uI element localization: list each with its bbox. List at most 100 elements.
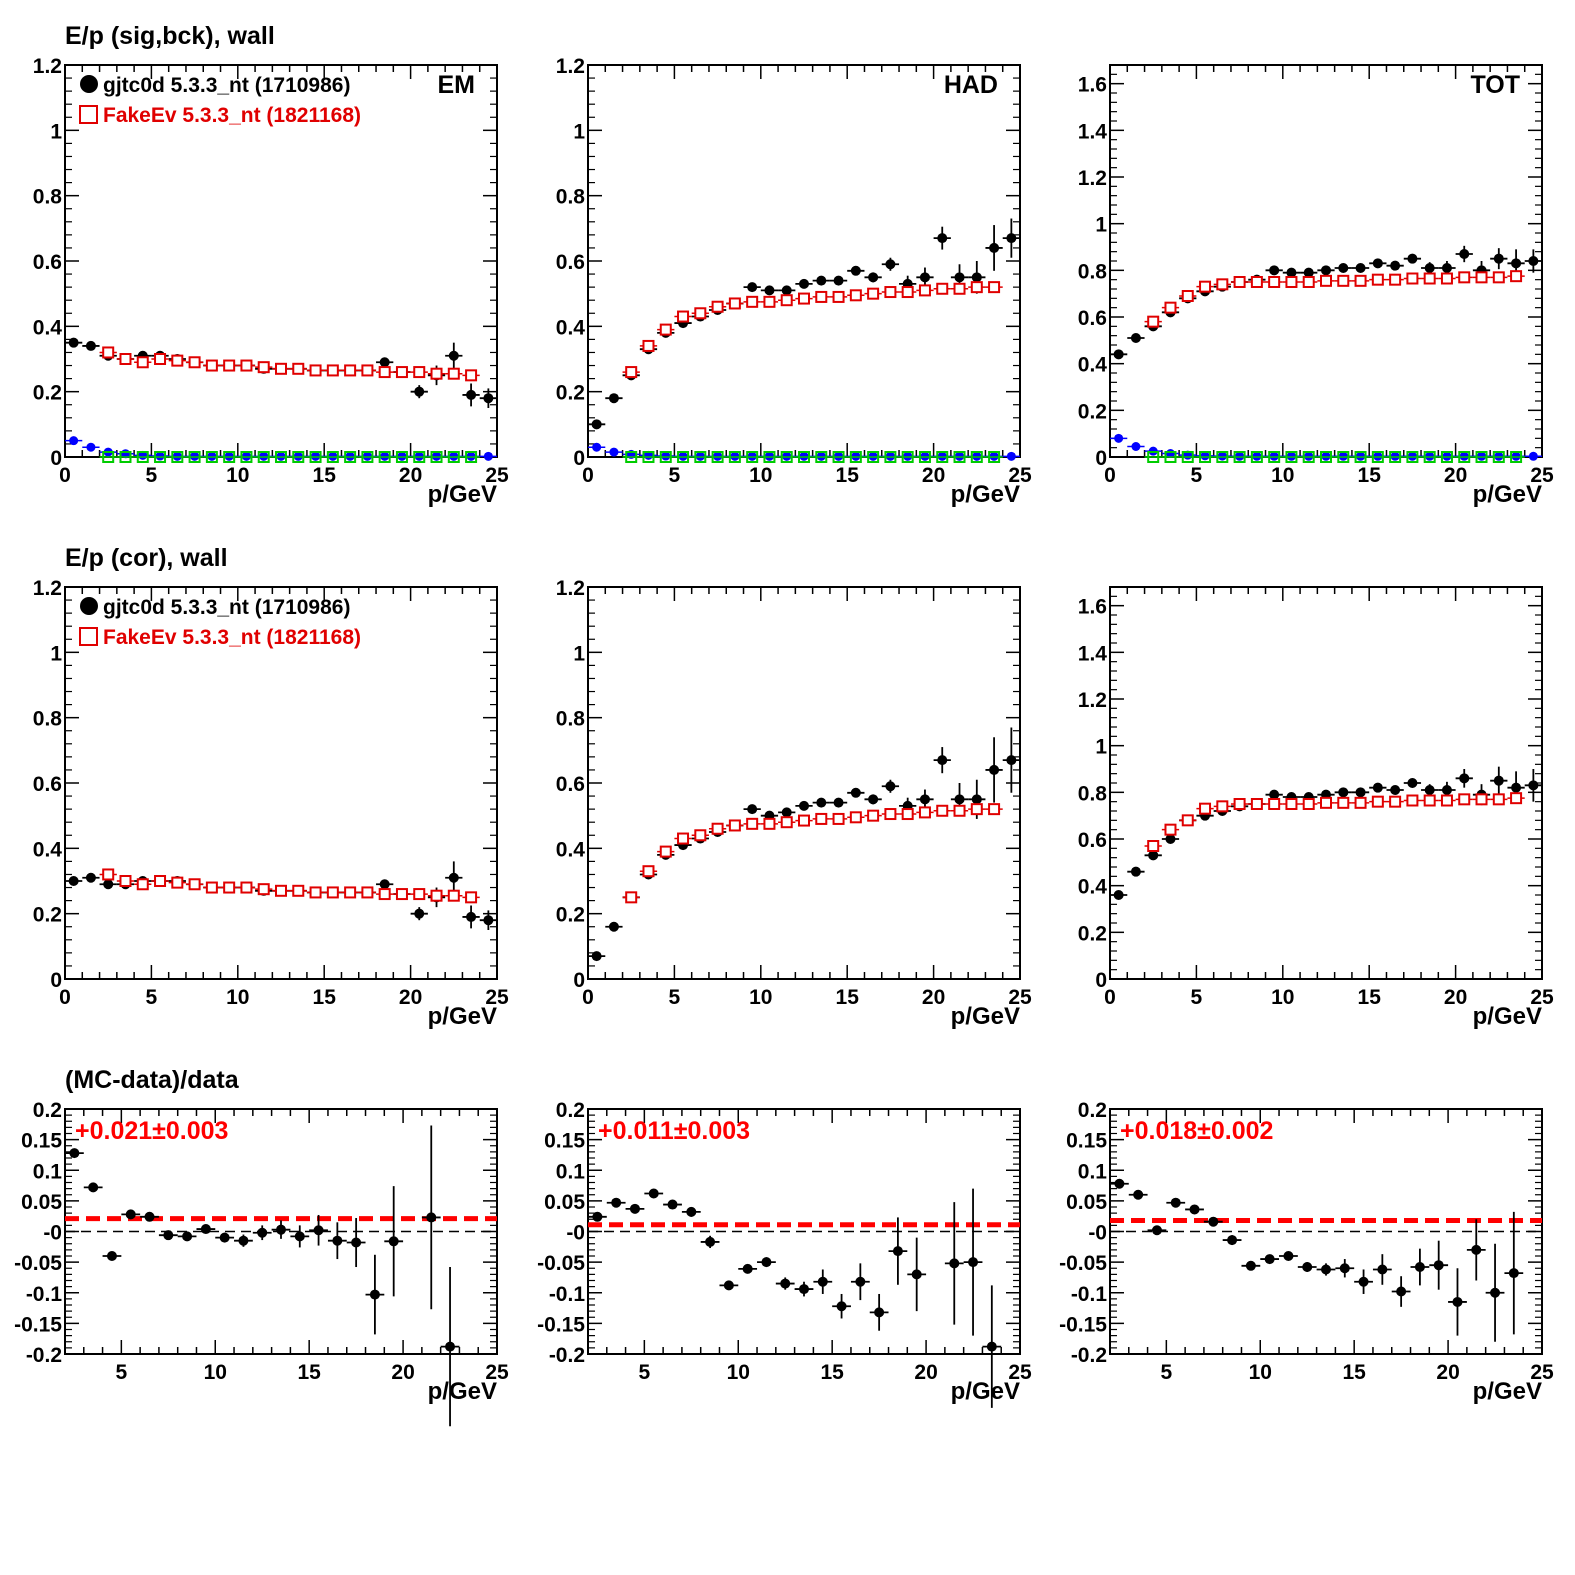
x-tick-label: 10 <box>1271 464 1294 487</box>
y-tick-label: 0.05 <box>544 1191 585 1214</box>
mc-point <box>1302 276 1315 288</box>
y-tick-label: -0 <box>1088 1222 1107 1245</box>
y-tick-label: 0 <box>573 447 585 470</box>
y-tick-label: 0.2 <box>1078 400 1107 423</box>
mc-point <box>746 817 759 830</box>
data-point <box>1283 1251 1294 1261</box>
mc-point <box>240 881 253 894</box>
bkg-mc-point <box>223 451 236 463</box>
y-tick-label: -0.1 <box>549 1283 586 1306</box>
y-tick-label: 0.4 <box>556 316 586 339</box>
x-tick-label: 0 <box>1104 986 1116 1009</box>
data-point <box>1441 263 1452 273</box>
mc-point <box>1216 800 1229 813</box>
data-point <box>1151 1225 1162 1236</box>
data-point <box>1459 249 1470 259</box>
data-point <box>874 1307 885 1318</box>
panel-label: TOT <box>1470 71 1520 99</box>
row-title-sigbck: E/p (sig,bck), wall <box>65 22 275 50</box>
mc-point <box>849 811 862 824</box>
data-point <box>919 794 930 805</box>
mc-point <box>1423 794 1436 807</box>
series-mc <box>1144 792 1525 852</box>
x-tick-label: 0 <box>582 986 594 1009</box>
data-point <box>1302 1262 1313 1273</box>
mc-point <box>849 289 862 302</box>
x-axis-label: p/GeV <box>1473 1378 1542 1405</box>
mc-point <box>780 816 793 829</box>
x-tick-label: 15 <box>313 986 337 1009</box>
y-tick-label: -0.15 <box>1059 1313 1107 1336</box>
mc-point <box>711 822 724 835</box>
y-tick-label: 1 <box>1095 736 1107 759</box>
y-tick-label: 0.4 <box>33 316 63 339</box>
y-tick-label: -0.15 <box>537 1313 585 1336</box>
mc-point <box>988 803 1001 816</box>
data-point <box>483 915 494 926</box>
x-tick-label: 10 <box>749 464 772 487</box>
panel-had_sigbck: 0 5 10 15 20 25 0 0.2 0.4 0.6 0.8 1 1.2 p/GeV HAD <box>556 55 1032 508</box>
data-point <box>989 764 1000 775</box>
bkg-mc-point <box>659 451 672 463</box>
data-point <box>466 389 477 400</box>
mc-point <box>102 868 115 881</box>
mc-point <box>257 361 270 374</box>
y-tick-label: 1.6 <box>1078 596 1107 619</box>
x-tick-label: 5 <box>146 464 158 487</box>
series-mc <box>622 281 1003 379</box>
bkg-mc-point <box>309 451 322 463</box>
bkg-mc-point <box>1510 451 1523 463</box>
mc-point <box>936 282 949 295</box>
mc-point <box>171 876 184 889</box>
y-tick-label: -0.1 <box>26 1283 63 1306</box>
data-point <box>1339 1263 1350 1274</box>
bkg-mc-point <box>1492 451 1505 463</box>
data-point <box>855 1276 866 1287</box>
mc-point <box>136 356 149 369</box>
legend-mc-marker <box>79 105 98 124</box>
x-tick-label: 20 <box>914 1361 937 1384</box>
data-point <box>761 1257 772 1268</box>
y-tick-label: 0.2 <box>556 904 585 927</box>
data-point <box>592 1211 603 1222</box>
mc-point <box>1268 276 1281 288</box>
data-point <box>885 259 896 270</box>
data-point <box>949 1258 960 1269</box>
data-point <box>1358 1276 1369 1287</box>
row-title-ratio: (MC-data)/data <box>65 1066 240 1094</box>
data-point <box>1528 256 1539 266</box>
series-bkg_mc <box>99 451 480 463</box>
mc-point <box>205 881 218 894</box>
mc-point <box>1510 270 1523 283</box>
series-ratio <box>1110 1178 1524 1342</box>
mc-point <box>361 886 374 899</box>
legend-data-label: gjtc0d 5.3.3_nt (1710986) <box>103 596 350 619</box>
data-point <box>919 272 930 283</box>
data-point <box>1113 349 1124 360</box>
data-point <box>1471 1244 1482 1255</box>
bkg-mc-point <box>465 451 478 463</box>
mc-point <box>780 294 793 307</box>
bkg-mc-point <box>1302 451 1315 463</box>
data-point <box>448 350 459 361</box>
series-data <box>1110 766 1542 900</box>
x-tick-label: 20 <box>399 464 422 487</box>
mc-point <box>677 310 690 323</box>
mc-point <box>728 819 741 832</box>
y-tick-label: -0.2 <box>1071 1344 1107 1367</box>
bkg-mc-point <box>798 451 810 463</box>
x-tick-label: 15 <box>297 1361 321 1384</box>
y-tick-label: -0.15 <box>14 1313 62 1336</box>
y-tick-label: -0 <box>43 1222 62 1245</box>
bkg-mc-point <box>780 451 793 463</box>
mc-point <box>884 286 897 299</box>
y-tick-label: 1.2 <box>556 55 585 78</box>
mc-point <box>1147 315 1160 328</box>
bkg-mc-point <box>1233 451 1246 463</box>
data-point <box>1511 782 1522 793</box>
mc-point <box>171 354 184 367</box>
mc-point <box>395 888 408 901</box>
data-point <box>1407 253 1418 264</box>
x-tick-label: 5 <box>639 1361 651 1384</box>
bkg-data-point <box>155 451 165 461</box>
